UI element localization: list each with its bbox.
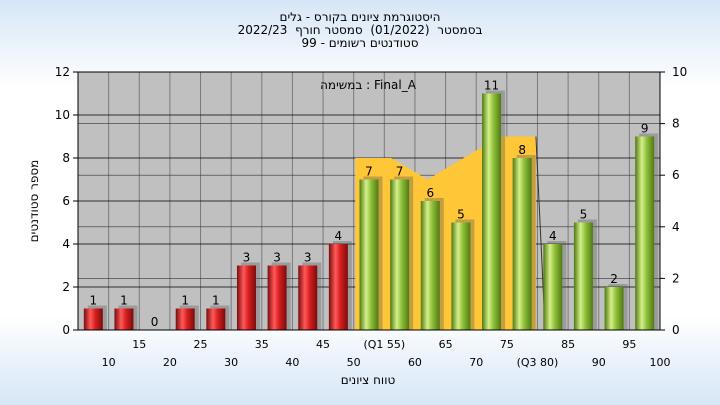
histogram-bar-15	[114, 308, 134, 330]
histogram-bar-45	[298, 265, 318, 330]
x-tick-label: 45	[316, 338, 330, 351]
histogram-bar-25	[175, 308, 195, 330]
histogram-bar-30	[206, 308, 226, 330]
histogram-bar-90	[573, 222, 593, 330]
bar-value-label: 9	[641, 122, 649, 136]
histogram-bar-Q380	[512, 158, 532, 330]
x-tick-label: 90	[592, 356, 606, 369]
task-annotation: במשימה : Final_A	[320, 78, 417, 92]
x-tick-label: 100	[650, 356, 671, 369]
x-tick-label: 20	[163, 356, 177, 369]
histogram-bar-70	[451, 222, 471, 330]
y-axis-title: מספר סטודנטים	[27, 160, 41, 243]
bar-value-label: 2	[610, 272, 618, 286]
bar-value-label: 5	[580, 208, 588, 222]
histogram-bar-85	[543, 244, 563, 330]
x-tick-label: 75	[500, 338, 514, 351]
bar-value-label: 3	[273, 251, 281, 265]
chart-title-line-3: סטודנטים רשומים - 99	[301, 36, 419, 50]
y-tick-label: 10	[55, 108, 70, 122]
y-tick-label: 6	[62, 194, 70, 208]
bar-value-label: 0	[151, 315, 159, 329]
x-tick-label: 50	[347, 356, 361, 369]
bar-value-label: 7	[396, 165, 404, 179]
histogram-bar-100	[635, 136, 655, 330]
bar-value-label: 8	[518, 143, 526, 157]
histogram-bar-40	[267, 265, 287, 330]
histogram-bar-10	[83, 308, 103, 330]
bar-value-label: 5	[457, 208, 465, 222]
y-tick-label: 12	[55, 65, 70, 79]
x-tick-label: (Q3 80)	[517, 356, 559, 369]
bar-value-label: 6	[426, 186, 434, 200]
histogram-bar-60	[390, 179, 410, 330]
bar-value-label: 1	[212, 294, 220, 308]
chart-title-line-2: בסמסטר (01/2022) סמסטר חורף 2022/23	[237, 23, 483, 37]
x-tick-label: (Q1 55)	[363, 338, 405, 351]
y2-tick-label: 0	[672, 323, 680, 337]
histogram-bar-50	[328, 244, 348, 330]
histogram-bar-65	[420, 201, 440, 330]
bar-value-label: 1	[89, 294, 97, 308]
histogram-bar-95	[604, 287, 624, 330]
x-tick-label: 70	[469, 356, 483, 369]
histogram-bar-75	[482, 93, 502, 330]
x-tick-label: 65	[439, 338, 453, 351]
x-tick-label: 25	[194, 338, 208, 351]
y2-tick-label: 10	[672, 65, 687, 79]
bar-value-label: 4	[549, 229, 557, 243]
bar-value-label: 1	[120, 294, 128, 308]
x-tick-label: 30	[224, 356, 238, 369]
x-tick-label: 35	[255, 338, 269, 351]
histogram-bar-35	[236, 265, 256, 330]
x-tick-label: 10	[102, 356, 116, 369]
bar-value-label: 3	[243, 251, 251, 265]
x-axis-title: טווח ציונים	[341, 373, 396, 387]
x-tick-label: 95	[622, 338, 636, 351]
bar-value-label: 7	[365, 165, 373, 179]
histogram-bar-Q155	[359, 179, 379, 330]
y-tick-label: 2	[62, 280, 70, 294]
x-tick-label: 40	[285, 356, 299, 369]
bar-value-label: 1	[181, 294, 189, 308]
x-tick-label: 85	[561, 338, 575, 351]
y2-tick-label: 8	[672, 117, 680, 131]
y-tick-label: 4	[62, 237, 70, 251]
y2-tick-label: 6	[672, 168, 680, 182]
x-tick-label: 60	[408, 356, 422, 369]
x-tick-label: 15	[132, 338, 146, 351]
y-tick-label: 0	[62, 323, 70, 337]
y2-tick-label: 2	[672, 271, 680, 285]
chart-title-line-1: היסטוגרמת ציונים בקורס - גלים	[279, 10, 441, 24]
bar-value-label: 4	[335, 229, 343, 243]
y-tick-label: 8	[62, 151, 70, 165]
y2-tick-label: 4	[672, 220, 680, 234]
bar-value-label: 3	[304, 251, 312, 265]
bar-value-label: 11	[484, 79, 499, 93]
plot-frame	[77, 71, 661, 331]
